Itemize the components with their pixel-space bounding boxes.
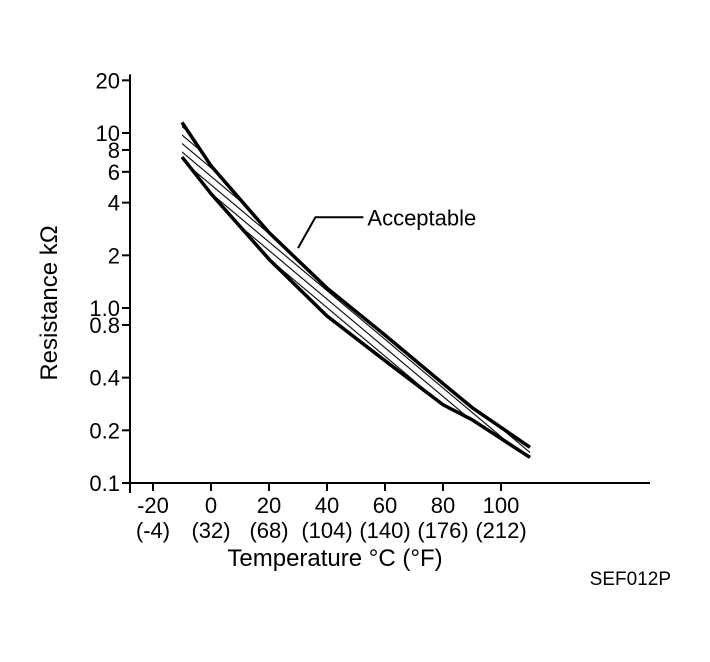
axis-labels: 201086421.00.80.40.20.1-20(-4)0(32)20(68… [89, 68, 526, 543]
x-tick-label-celsius: 0 [205, 493, 217, 518]
y-tick-label: 0.8 [89, 313, 120, 338]
annotation-leader-line [297, 216, 364, 249]
band-lower-line [180, 155, 531, 459]
x-tick-label-celsius: 40 [315, 493, 339, 518]
band-fill [182, 122, 530, 458]
x-tick-label-fahrenheit: (104) [301, 518, 352, 543]
x-axis-label: Temperature °C (°F) [227, 545, 442, 572]
x-tick-label-fahrenheit: (212) [475, 518, 526, 543]
y-axis-label: Resistance kΩ [36, 225, 63, 380]
x-tick-label-fahrenheit: (-4) [136, 518, 170, 543]
y-tick-label: 0.4 [89, 366, 120, 391]
y-tick-label: 6 [108, 160, 120, 185]
y-tick-label: 1.0 [89, 296, 120, 321]
x-tick-label-celsius: 80 [431, 493, 455, 518]
y-tick-label: 4 [108, 191, 120, 216]
x-tick-label-celsius: 100 [483, 493, 520, 518]
y-tick-label: 10 [96, 121, 120, 146]
x-tick-label-celsius: 60 [373, 493, 397, 518]
x-tick-label-fahrenheit: (140) [359, 518, 410, 543]
y-tick-label: 2 [108, 243, 120, 268]
x-tick-label-fahrenheit: (68) [249, 518, 288, 543]
band-upper-line [180, 121, 531, 449]
y-tick-label: 8 [108, 138, 120, 163]
annotation-label: Acceptable [367, 205, 476, 230]
annotations: Acceptable [297, 205, 476, 249]
y-tick-label: 0.1 [89, 471, 120, 496]
x-tick-label-fahrenheit: (32) [191, 518, 230, 543]
x-tick-label-celsius: 20 [257, 493, 281, 518]
y-tick-label: 20 [96, 68, 120, 93]
acceptable-band [180, 121, 531, 459]
figure-code: SEF012P [590, 569, 671, 590]
x-tick-label-fahrenheit: (176) [417, 518, 468, 543]
x-tick-label-celsius: -20 [137, 493, 169, 518]
y-tick-label: 0.2 [89, 418, 120, 443]
axes [122, 74, 650, 493]
